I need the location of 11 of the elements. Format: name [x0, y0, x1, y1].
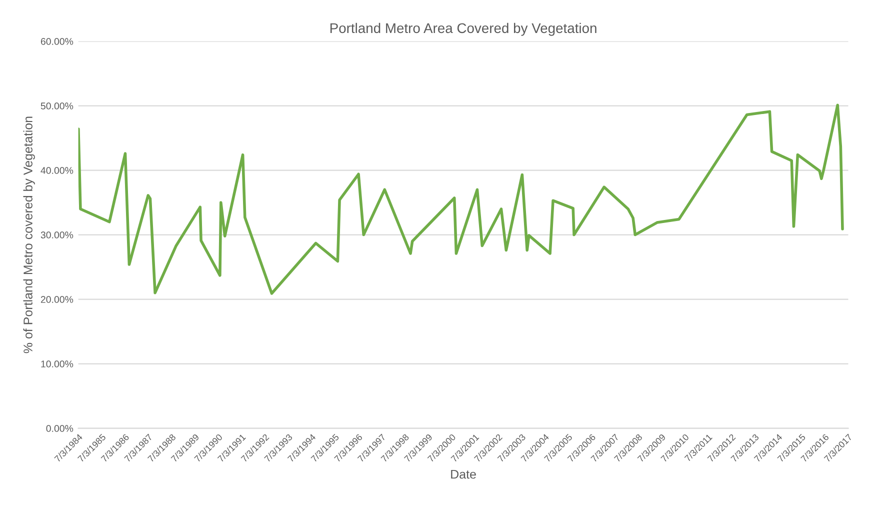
line-series — [78, 104, 844, 295]
y-tick-label: 30.00% — [40, 232, 74, 238]
y-axis-title: % of Portland Metro covered by Vegetation — [23, 116, 35, 354]
y-tick-label: 50.00% — [40, 102, 74, 110]
chart-title: Portland Metro Area Covered by Vegetation — [330, 22, 596, 36]
y-tick-label: 10.00% — [41, 360, 74, 368]
y-tick-label: 0.00% — [46, 425, 74, 432]
y-tick-label: 20.00% — [40, 296, 74, 303]
y-tick-label: 40.00% — [40, 167, 74, 174]
x-axis-title: Date — [451, 470, 476, 479]
y-tick-label: 60.00% — [40, 38, 74, 45]
